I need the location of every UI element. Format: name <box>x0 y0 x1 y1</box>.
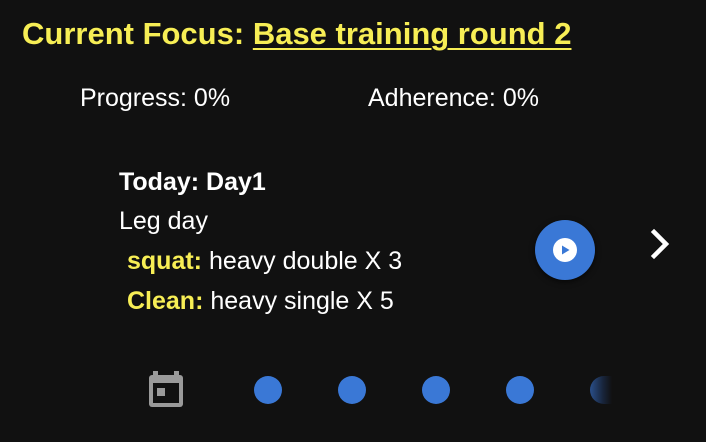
focus-label: Current Focus: <box>22 16 245 51</box>
calendar-icon[interactable] <box>145 367 187 409</box>
day-indicator-dot[interactable] <box>590 376 612 404</box>
play-circle-icon <box>553 238 577 262</box>
today-workout-card: Today: Day1 Leg day squat: heavy double … <box>119 166 519 317</box>
current-focus-title: Current Focus: Base training round 2 <box>22 16 571 52</box>
exercise-detail: heavy double X 3 <box>208 247 403 275</box>
day-indicator-dot[interactable] <box>422 376 450 404</box>
exercise-item: Clean: heavy single X 5 <box>119 285 519 317</box>
day-indicator-dot[interactable] <box>338 376 366 404</box>
chevron-right-icon[interactable] <box>646 226 674 262</box>
focus-program-link[interactable]: Base training round 2 <box>252 16 572 51</box>
progress-stat: Progress: 0% <box>80 84 231 112</box>
start-workout-button[interactable] <box>535 220 595 280</box>
exercise-name: Clean: <box>127 287 204 315</box>
exercise-name: squat: <box>127 247 202 275</box>
exercise-detail: heavy single X 5 <box>210 287 394 315</box>
adherence-stat: Adherence: 0% <box>368 84 539 112</box>
exercise-item: squat: heavy double X 3 <box>119 245 519 277</box>
workout-name: Leg day <box>119 207 208 235</box>
day-indicator-dot[interactable] <box>506 376 534 404</box>
today-heading: Today: Day1 <box>119 168 266 196</box>
day-indicator-dot[interactable] <box>254 376 282 404</box>
